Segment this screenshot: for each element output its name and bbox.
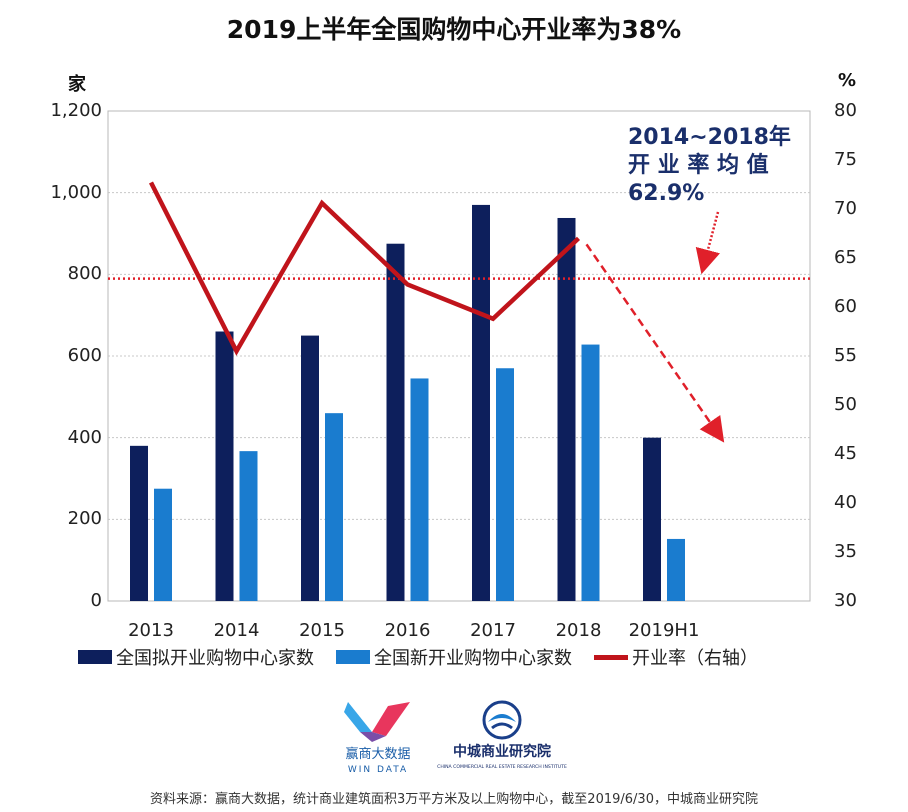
x-axis-tick: 2014 (213, 620, 260, 641)
institute-en: CHINA COMMERCIAL REAL ESTATE RESEARCH IN… (437, 764, 567, 770)
left-axis-unit: 家 (68, 74, 86, 95)
right-axis-tick: 35 (834, 541, 857, 562)
windata-name: 赢商大数据 (345, 746, 410, 762)
bar-new (325, 413, 343, 601)
x-axis-tick: 2019H1 (628, 620, 700, 641)
bar-planned (301, 335, 319, 601)
bar-planned (386, 243, 405, 602)
annotation-line-2: 开 业 率 均 值 (628, 153, 769, 178)
annotation-line-3: 62.9% (628, 181, 705, 206)
bar-new (496, 368, 514, 601)
bar-new (667, 538, 685, 601)
legend-new-swatch (336, 650, 370, 664)
left-axis-tick: 600 (67, 345, 102, 366)
right-axis-tick: 45 (834, 443, 857, 464)
trend-arrow (585, 243, 725, 443)
left-axis-tick: 200 (67, 508, 102, 530)
average-annotation: 2014~2018年 开 业 率 均 值 62.9% (628, 124, 791, 208)
x-axis-tick: 2015 (299, 620, 345, 641)
right-axis-unit: % (838, 70, 857, 91)
right-axis-tick: 65 (834, 247, 857, 268)
bar-new (154, 488, 172, 601)
right-axis-tick: 80 (834, 100, 857, 121)
logos: 赢商大数据 WIN DATA 中城商业研究院 CHINA COMMERCIAL … (344, 700, 567, 775)
rate-line (148, 181, 581, 356)
bar-new (581, 344, 600, 601)
windata-logo: 赢商大数据 WIN DATA (344, 702, 411, 775)
bar-planned (130, 445, 148, 601)
chart-title: 2019上半年全国购物中心开业率为38% (226, 15, 682, 44)
legend-planned-swatch (78, 650, 112, 664)
right-axis-tick: 55 (834, 345, 857, 366)
x-axis-tick: 2013 (128, 620, 174, 641)
left-axis-tick: 1,200 (50, 100, 102, 121)
left-axis-tick: 1,000 (50, 181, 102, 203)
right-axis-tick: 30 (834, 590, 857, 611)
source-note: 资料来源：赢商大数据，统计商业建筑面积3万平方米及以上购物中心，截至2019/6… (150, 792, 758, 807)
bar-planned (215, 331, 234, 601)
right-axis-tick: 50 (834, 394, 857, 415)
x-axis-tick: 2016 (384, 620, 431, 641)
legend-new: 全国新开业购物中心家数 (336, 644, 572, 670)
legend-planned: 全国拟开业购物中心家数 (78, 644, 314, 670)
bar-new (239, 451, 258, 601)
annotation-arrow (695, 211, 720, 275)
windata-en: WIN DATA (348, 765, 408, 775)
chart-legend: 全国拟开业购物中心家数 全国新开业购物中心家数 开业率（右轴） (78, 645, 780, 669)
right-axis-tick: 40 (834, 492, 857, 513)
x-axis-tick: 2018 (555, 620, 602, 641)
legend-new-label: 全国新开业购物中心家数 (374, 648, 572, 669)
left-axis-tick: 0 (90, 590, 102, 611)
legend-rate-label: 开业率（右轴） (632, 648, 758, 669)
legend-rate: 开业率（右轴） (594, 644, 758, 670)
left-axis-tick: 800 (67, 263, 102, 285)
legend-rate-swatch (594, 654, 628, 660)
institute-logo: 中城商业研究院 CHINA COMMERCIAL REAL ESTATE RES… (437, 700, 567, 770)
bar-planned (557, 217, 576, 601)
bar-new (410, 378, 429, 601)
right-axis-tick: 70 (834, 198, 857, 219)
x-axis-tick: 2017 (470, 620, 516, 641)
left-axis-tick: 400 (67, 426, 102, 448)
right-axis-tick: 75 (834, 149, 857, 170)
bar-planned (472, 204, 490, 601)
bar-planned (643, 437, 661, 601)
annotation-line-1: 2014~2018年 (628, 125, 791, 150)
right-axis-tick: 60 (834, 296, 857, 317)
institute-name: 中城商业研究院 (453, 743, 551, 760)
legend-planned-label: 全国拟开业购物中心家数 (116, 648, 314, 669)
